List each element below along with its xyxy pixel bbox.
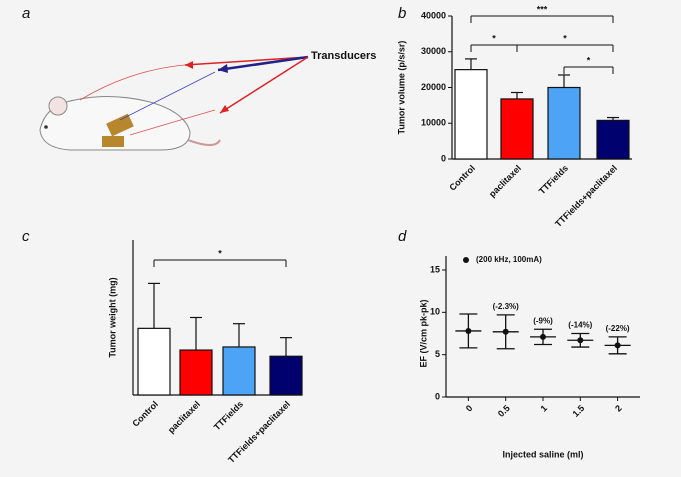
annotation: (-9%) xyxy=(533,316,553,325)
y-tick-label: 20000 xyxy=(421,82,446,92)
annotation: (-22%) xyxy=(606,324,630,333)
significance-label: * xyxy=(563,33,567,43)
y-tick-label: 5 xyxy=(435,349,440,359)
x-tick-label: 2 xyxy=(613,403,624,414)
point xyxy=(540,333,546,340)
bar xyxy=(596,119,630,160)
annotation: Transducers xyxy=(311,50,376,62)
significance-label: *** xyxy=(537,4,548,14)
panel-label: a xyxy=(22,5,30,22)
x-axis-label: Injected saline (ml) xyxy=(502,449,583,459)
y-tick-label: 30000 xyxy=(421,46,446,56)
point xyxy=(577,337,584,344)
legend-label: (200 kHz, 100mA) xyxy=(476,255,542,264)
significance-label: * xyxy=(218,248,222,258)
y-tick-label: 0 xyxy=(435,391,440,401)
y-tick-label: 0 xyxy=(441,153,446,163)
bar xyxy=(179,349,213,396)
y-tick-label: 10 xyxy=(430,307,440,317)
panel-label: d xyxy=(398,228,407,245)
y-tick-label: 40000 xyxy=(421,10,446,20)
bar xyxy=(547,86,581,160)
y-axis-label: EF (V/cm pk-pk) xyxy=(418,299,428,367)
y-axis-label: Tumor volume (p/s/sr) xyxy=(396,41,406,135)
y-tick-label: 15 xyxy=(430,264,440,274)
bar xyxy=(269,355,303,396)
point xyxy=(502,328,509,335)
x-tick-label: 0 xyxy=(464,403,475,414)
y-tick-label: 10000 xyxy=(421,118,446,128)
y-axis-label: Tumor weight (mg) xyxy=(107,277,117,357)
legend-marker xyxy=(463,257,469,263)
bar xyxy=(137,327,171,396)
significance-label: * xyxy=(492,33,496,43)
panel-label: c xyxy=(22,228,30,245)
bar xyxy=(222,346,256,396)
annotation: (-2.3%) xyxy=(493,302,520,311)
bar xyxy=(454,69,488,160)
annotation: (-14%) xyxy=(568,321,592,330)
x-tick-label: 1 xyxy=(538,403,549,414)
significance-label: * xyxy=(587,55,591,65)
bar xyxy=(500,98,534,160)
point xyxy=(614,342,621,349)
panel-label: b xyxy=(398,5,406,22)
point xyxy=(465,327,472,334)
mouse-illustration xyxy=(39,55,309,151)
